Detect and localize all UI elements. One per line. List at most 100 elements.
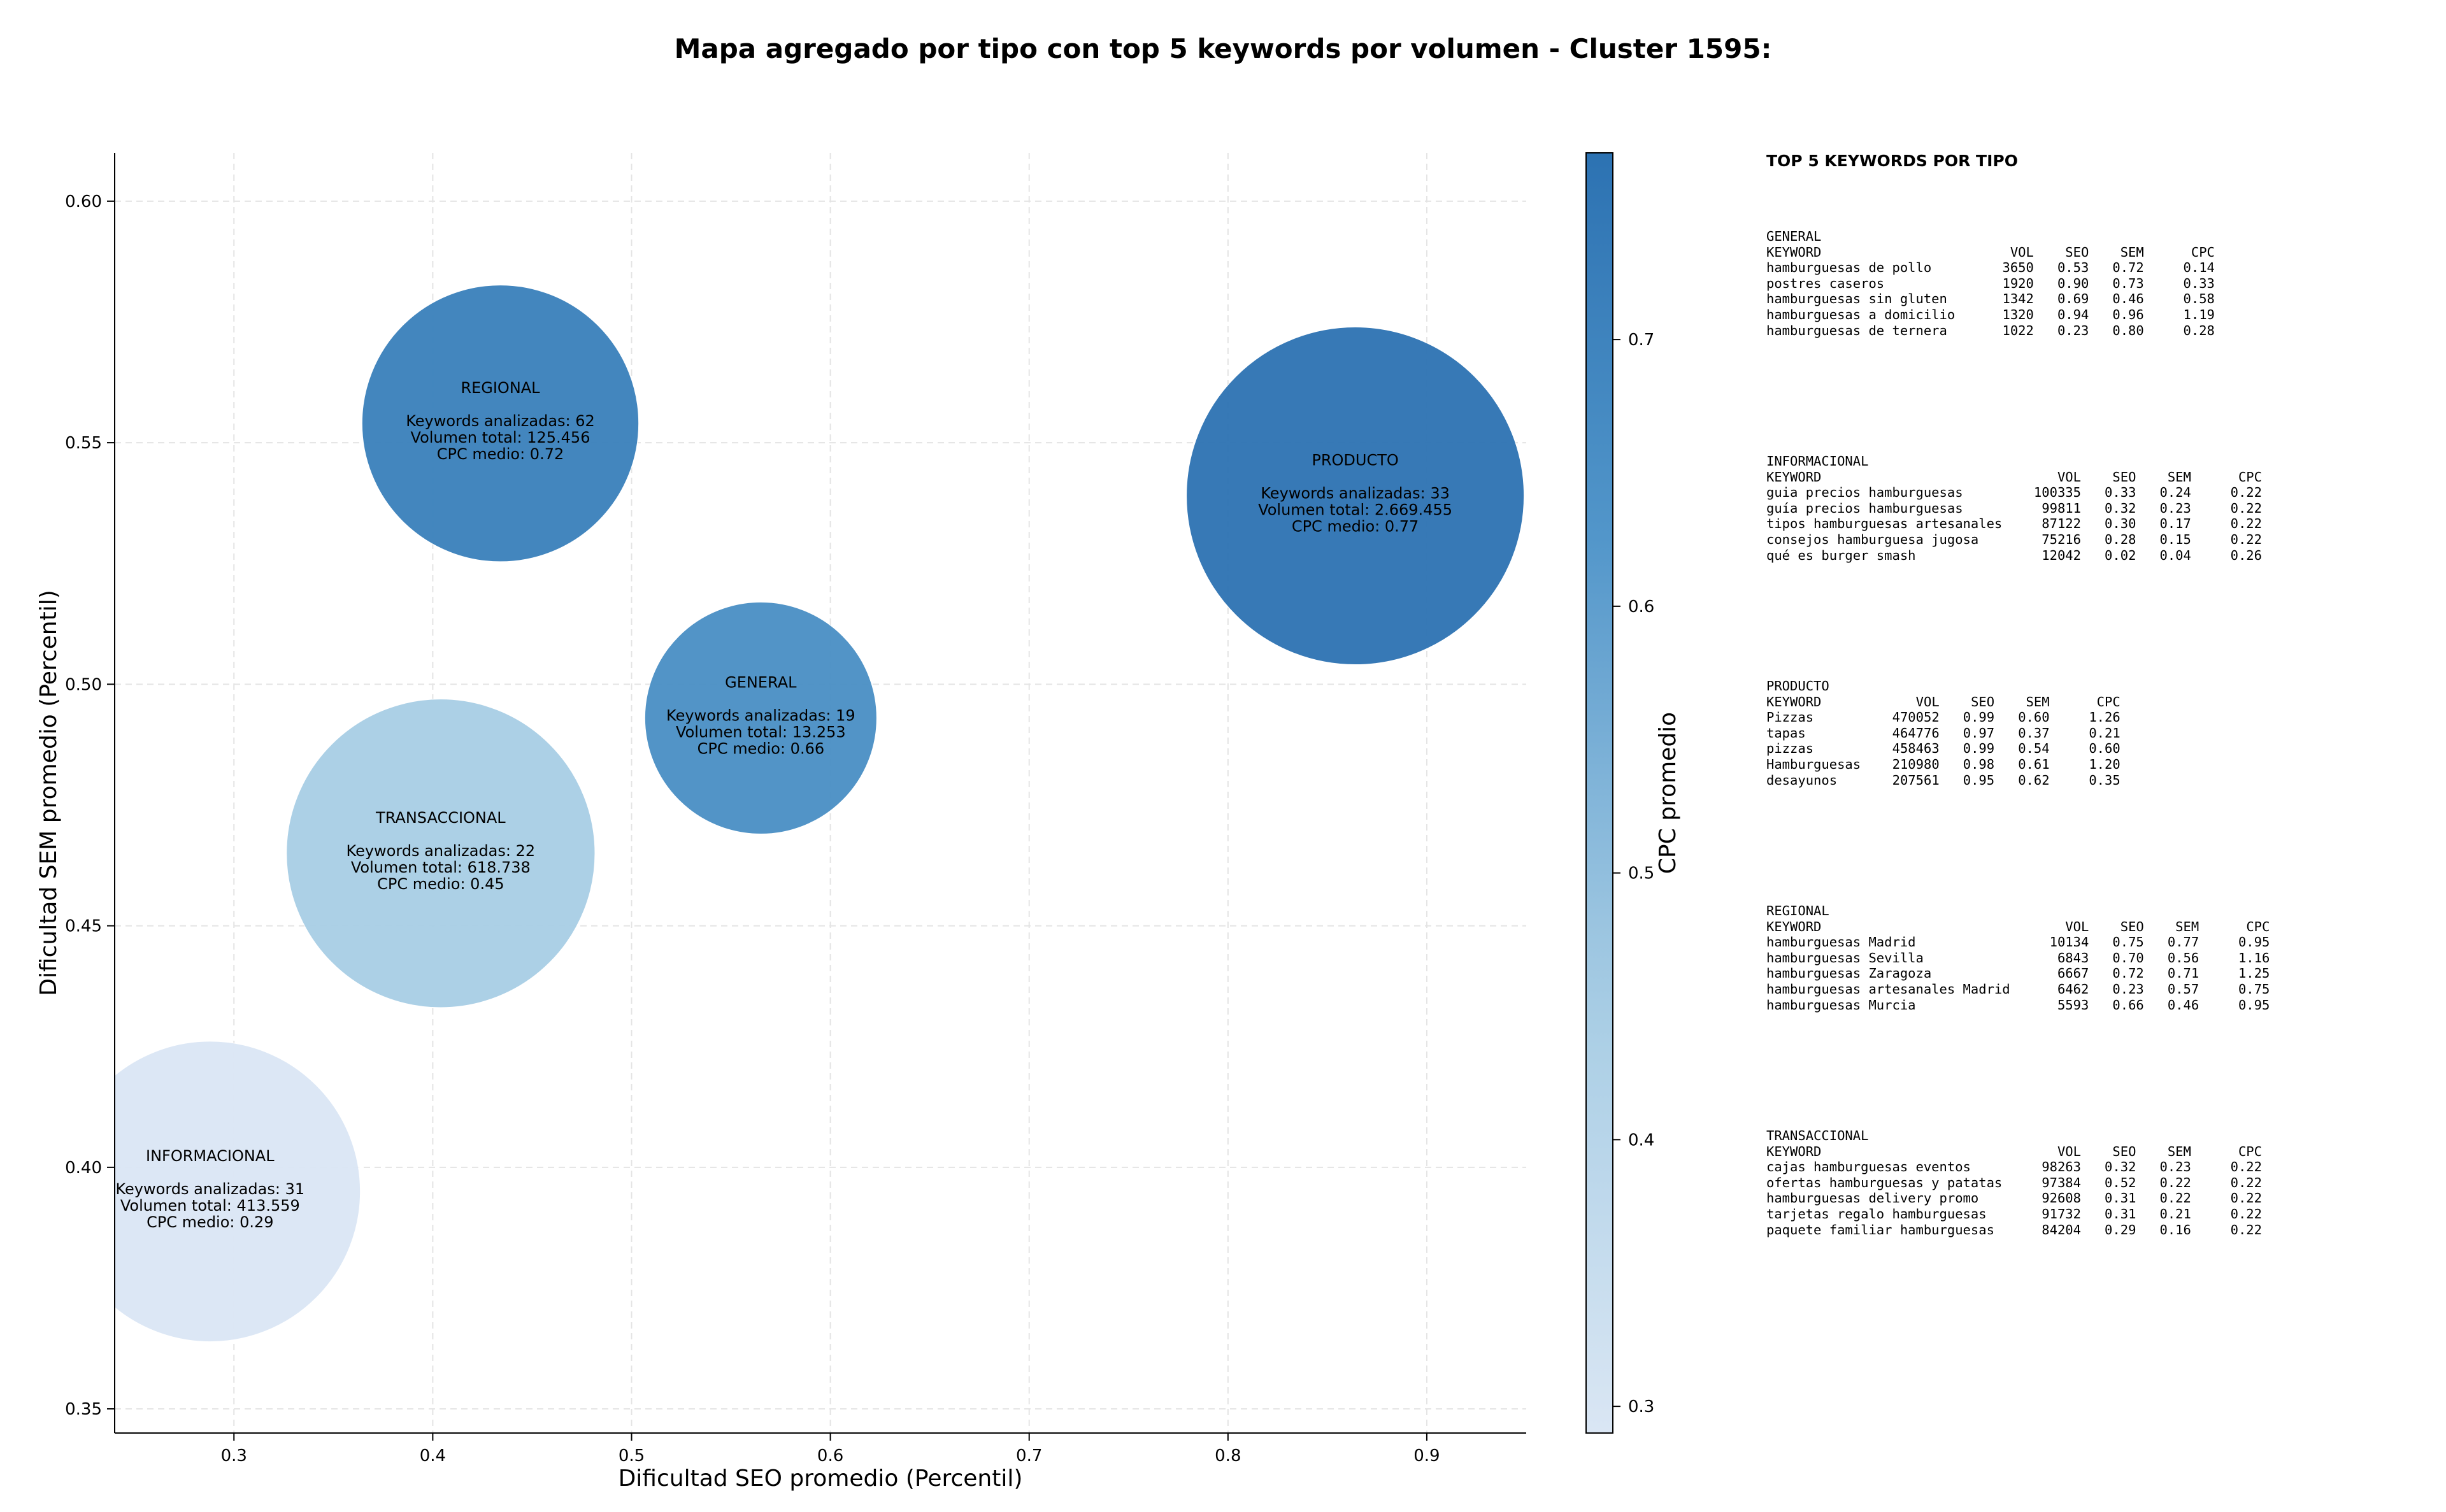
metric-cell: 99811 [2042, 500, 2081, 516]
metric-cell: 1342 [2002, 291, 2034, 307]
metric-cell: 0.52 [2105, 1174, 2136, 1190]
metric-cell: 0.23 [2112, 981, 2144, 997]
keyword-row: paquete familiar hamburguesas 84204 0.29 0.… [1766, 1222, 2262, 1238]
keyword-row: cajas hamburguesas eventos 98263 0.32 0.23 0… [1766, 1159, 2262, 1175]
metric-cell: 0.90 [2057, 275, 2089, 291]
colorbar-ticks: 0.3 0.4 0.5 0.6 0.7 [1613, 331, 1654, 1416]
metric-cell: 0.96 [2112, 306, 2144, 322]
keyword-group-producto: PRODUCTO KEYWORD VOL SEO SEM CPC Pizzas 470052 0… [1766, 678, 2121, 788]
metric-cell: 0.77 [2167, 934, 2199, 950]
bubble-informacional: INFORMACIONAL Keywords analizadas: 31Volu… [115, 1041, 361, 1343]
keyword-row: hamburguesas Murcia 5593 0.66 0.46 0.95 [1766, 997, 2270, 1013]
keyword-row: hamburguesas artesanales Madrid 6462 0.23 0… [1766, 981, 2270, 997]
bubble-detail: Keywords analizadas: 31 [116, 1180, 305, 1198]
metric-cell: 464776 [1892, 725, 1940, 741]
bubble-circle [115, 1041, 361, 1343]
bubble-detail: Keywords analizadas: 22 [347, 842, 536, 860]
colorbar-tick-label: 0.5 [1628, 864, 1654, 883]
metric-cell: SEO [2120, 918, 2144, 934]
metric-cell: 0.99 [1963, 710, 1995, 725]
keyword-cell: guía precios hamburguesas [1766, 500, 1963, 516]
metric-cell: 92608 [2042, 1190, 2081, 1206]
metric-cell: VOL [2057, 1143, 2081, 1159]
metric-cell: 87122 [2042, 516, 2081, 532]
x-tick-label: 0.7 [1016, 1446, 1042, 1466]
metric-cell: 0.22 [2230, 500, 2262, 516]
metric-cell: 0.99 [1963, 741, 1995, 757]
keyword-cell: qué es burger smash [1766, 547, 1916, 563]
metric-cell: 0.72 [2112, 260, 2144, 276]
y-tick-label: 0.50 [65, 675, 102, 694]
metric-cell: 0.75 [2238, 981, 2270, 997]
metric-cell: SEO [2065, 244, 2089, 260]
keyword-table-header: KEYWORD VOL SEO SEM CPC [1766, 469, 2262, 485]
metric-cell: 0.53 [2057, 260, 2089, 276]
keyword-cell: hamburguesas Murcia [1766, 997, 1916, 1013]
metric-cell: 458463 [1892, 741, 1940, 757]
metric-cell: 0.28 [2105, 531, 2136, 547]
metric-cell: 0.72 [2112, 966, 2144, 981]
keyword-row: qué es burger smash 12042 0.02 0.04 0.26 [1766, 548, 2262, 564]
keyword-group-regional: REGIONAL KEYWORD VOL SEO SEM CPC hamburguesas … [1766, 903, 2270, 1013]
x-tick-label: 0.8 [1215, 1446, 1241, 1466]
keyword-table-header: KEYWORD VOL SEO SEM CPC [1766, 1144, 2262, 1160]
metric-cell: 0.22 [2230, 1174, 2262, 1190]
keyword-row: hamburguesas de ternera 1022 0.23 0.80 0.28 [1766, 323, 2215, 339]
bubble-detail: CPC medio: 0.77 [1292, 518, 1419, 536]
keyword-cell: hamburguesas de pollo [1766, 260, 1932, 276]
metric-cell: 12042 [2042, 547, 2081, 563]
metric-cell: 0.37 [2018, 725, 2050, 741]
colorbar-gradient [1585, 152, 1613, 1434]
metric-cell: 97384 [2042, 1174, 2081, 1190]
x-tick-label: 0.4 [420, 1446, 446, 1466]
metric-cell: 0.22 [2230, 1190, 2262, 1206]
keyword-cell: hamburguesas de ternera [1766, 322, 1947, 338]
keyword-cell: postres caseros [1766, 275, 1885, 291]
metric-cell: 1.19 [2183, 306, 2215, 322]
keyword-cell: cajas hamburguesas eventos [1766, 1159, 1971, 1175]
y-tick-label: 0.35 [65, 1400, 102, 1419]
keyword-cell: KEYWORD [1766, 694, 1822, 710]
keyword-cell: tarjetas regalo hamburguesas [1766, 1206, 1987, 1222]
metric-cell: 0.62 [2018, 772, 2050, 788]
x-ticks: 0.3 0.4 0.5 0.6 0.7 0.8 0.9 [221, 1433, 1440, 1466]
metric-cell: CPC [2238, 1143, 2262, 1159]
metric-cell: 0.28 [2183, 322, 2215, 338]
keyword-cell: consejos hamburguesa jugosa [1766, 531, 1979, 547]
metric-cell: 0.16 [2159, 1222, 2191, 1237]
metric-cell: 1.25 [2238, 966, 2270, 981]
bubble-detail: CPC medio: 0.72 [437, 445, 564, 463]
metric-cell: 0.80 [2112, 322, 2144, 338]
keyword-row: tipos hamburguesas artesanales 87122 0.30 0… [1766, 516, 2262, 532]
keyword-table-header: KEYWORD VOL SEO SEM CPC [1766, 919, 2270, 935]
keyword-row: hamburguesas sin gluten 1342 0.69 0.46 0.58 [1766, 291, 2215, 307]
metric-cell: 84204 [2042, 1222, 2081, 1237]
metric-cell: 470052 [1892, 710, 1940, 725]
keyword-row: Hamburguesas 210980 0.98 0.61 1.20 [1766, 757, 2121, 773]
metric-cell: 0.73 [2112, 275, 2144, 291]
keyword-cell: hamburguesas Zaragoza [1766, 966, 1932, 981]
metric-cell: 75216 [2042, 531, 2081, 547]
keyword-row: hamburguesas Madrid 10134 0.75 0.77 0.95 [1766, 934, 2270, 950]
metric-cell: SEM [2167, 1143, 2191, 1159]
x-tick-label: 0.3 [221, 1446, 247, 1466]
metric-cell: SEO [2112, 1143, 2136, 1159]
bubble-name: PRODUCTO [1312, 452, 1398, 469]
metric-cell: 0.22 [2230, 1159, 2262, 1175]
bubble-circle [361, 285, 640, 562]
metric-cell: 0.23 [2057, 322, 2089, 338]
metric-cell: 0.61 [2018, 756, 2050, 772]
keyword-row: pizzas 458463 0.99 0.54 0.60 [1766, 741, 2121, 757]
metric-cell: 0.15 [2159, 531, 2191, 547]
y-axis-label: Dificultad SEM promedio (Percentil) [36, 590, 62, 996]
colorbar-tick-label: 0.6 [1628, 597, 1654, 617]
keyword-group-title: GENERAL [1766, 229, 1822, 244]
keyword-group-title: TRANSACCIONAL [1766, 1128, 1869, 1143]
metric-cell: VOL [2057, 469, 2081, 485]
keyword-row: tarjetas regalo hamburguesas 91732 0.31 0.2… [1766, 1206, 2262, 1222]
bubble-circle [286, 699, 596, 1008]
bubble-name: REGIONAL [461, 379, 540, 397]
metric-cell: 100335 [2033, 485, 2081, 501]
